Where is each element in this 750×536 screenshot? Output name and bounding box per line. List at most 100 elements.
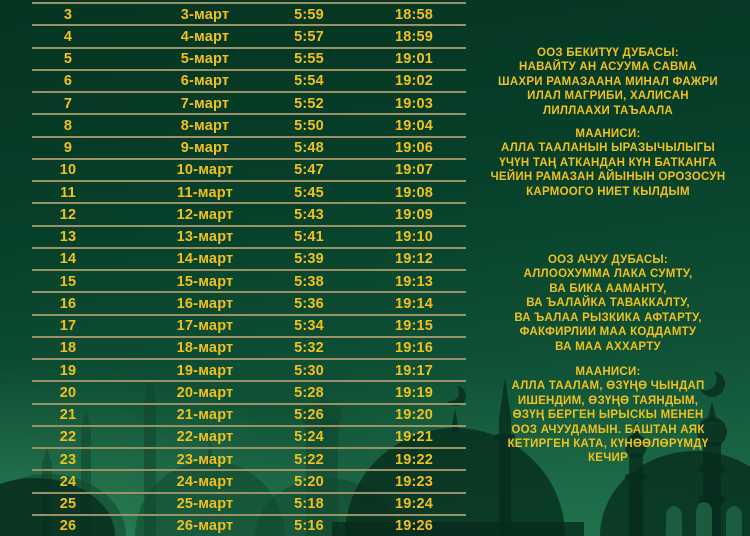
dua-title: ООЗ АЧУУ ДУБАСЫ: xyxy=(547,254,669,267)
date-cell: 25-март xyxy=(176,496,234,513)
suhoor-time-cell: 5:47 xyxy=(294,162,324,179)
date-cell: 7-март xyxy=(180,95,230,112)
day-number-cell: 13 xyxy=(59,229,77,246)
suhoor-time-cell: 5:57 xyxy=(294,28,324,45)
schedule-row: 8 8-март 5:50 19:04 xyxy=(32,113,466,135)
date-cell: 13-март xyxy=(176,229,234,246)
dua-line: ФАКФИРЛИИ МАА КОДДАМТУ xyxy=(519,326,697,339)
day-number-cell: 25 xyxy=(59,496,77,513)
dua-line: ВА БИКА ААМАНТУ, xyxy=(549,282,667,295)
dua-line: АЛЛА ТААЛАМ, ӨЗҮҢӨ ЧЫНДАП xyxy=(511,380,705,393)
schedule-row: 18 18-март 5:32 19:16 xyxy=(32,335,466,358)
day-number-cell: 8 xyxy=(63,117,73,134)
day-number-cell: 14 xyxy=(59,251,77,268)
iftar-time-cell: 19:22 xyxy=(394,451,434,468)
date-cell: 23-март xyxy=(176,451,234,468)
date-cell: 15-март xyxy=(176,273,234,290)
schedule-row: 3 3-март 5:59 18:58 xyxy=(32,2,466,24)
iftar-time-cell: 19:21 xyxy=(394,429,434,446)
dua-line: ВА ЪАЛАА РЫЗКИКА АФТАРТУ, xyxy=(514,311,702,324)
date-cell: 12-март xyxy=(176,206,234,223)
day-number-cell: 10 xyxy=(59,162,77,179)
dua-line: КЕТИРГЕН КАТА, КҮНӨӨЛӨРҮМДҮ xyxy=(507,437,709,450)
suhoor-time-cell: 5:52 xyxy=(294,95,324,112)
dua-line: АЛЛА ТААЛАНЫН ЫРАЗЫЧЫЛЫГЫ xyxy=(501,142,715,155)
suhoor-time-cell: 5:20 xyxy=(294,473,324,490)
suhoor-time-cell: 5:43 xyxy=(294,206,324,223)
suhoor-time-cell: 5:32 xyxy=(294,340,324,357)
schedule-row: 6 6-март 5:54 19:02 xyxy=(32,68,466,91)
date-cell: 21-март xyxy=(176,407,234,424)
dua-line: ООЗ АЧУУДАМЫН. БАШТАН АЯК xyxy=(511,423,705,436)
date-cell: 14-март xyxy=(176,251,234,268)
dua-title: ООЗ БЕКИТҮҮ ДУБАСЫ: xyxy=(537,47,679,59)
fast-closing-dua-section: ООЗ БЕКИТҮҮ ДУБАСЫ: НАВАЙТУ АН АСУУМА САВ… xyxy=(472,46,744,118)
schedule-row: 20 20-март 5:28 19:19 xyxy=(32,380,466,402)
iftar-time-cell: 19:20 xyxy=(394,407,434,424)
date-cell: 10-март xyxy=(176,162,234,179)
schedule-row: 21 21-март 5:26 19:20 xyxy=(32,402,466,425)
iftar-time-cell: 19:07 xyxy=(394,162,434,179)
date-cell: 8-март xyxy=(180,117,230,134)
day-number-cell: 3 xyxy=(63,6,73,23)
date-cell: 20-март xyxy=(176,384,234,401)
suhoor-time-cell: 5:41 xyxy=(294,229,324,246)
day-number-cell: 11 xyxy=(60,184,76,201)
suhoor-time-cell: 5:59 xyxy=(294,6,324,23)
dua-title: МААНИСИ: xyxy=(575,365,641,378)
suhoor-time-cell: 5:54 xyxy=(294,73,324,90)
iftar-time-cell: 19:16 xyxy=(394,340,434,357)
date-cell: 22-март xyxy=(176,429,234,446)
day-number-cell: 7 xyxy=(63,95,73,112)
suhoor-time-cell: 5:16 xyxy=(294,518,324,535)
date-cell: 6-март xyxy=(180,73,230,90)
schedule-row: 13 13-март 5:41 19:10 xyxy=(32,224,466,247)
iftar-time-cell: 18:59 xyxy=(394,28,434,45)
fast-opening-meaning-section: МААНИСИ: АЛЛА ТААЛАМ, ӨЗҮҢӨ ЧЫНДАП ИШЕНДИМ… xyxy=(472,365,744,466)
schedule-row: 17 17-март 5:34 19:15 xyxy=(32,313,466,336)
iftar-time-cell: 19:01 xyxy=(394,51,434,68)
date-cell: 19-март xyxy=(176,362,234,379)
suhoor-time-cell: 5:24 xyxy=(294,429,324,446)
day-number-cell: 23 xyxy=(59,451,77,468)
day-number-cell: 21 xyxy=(59,407,77,424)
suhoor-time-cell: 5:18 xyxy=(294,496,324,513)
dua-line: НАВАЙТУ АН АСУУМА САВМА xyxy=(519,61,697,74)
schedule-row: 23 23-март 5:22 19:22 xyxy=(32,447,466,469)
date-cell: 26-март xyxy=(176,518,234,535)
iftar-time-cell: 19:04 xyxy=(394,117,434,134)
date-cell: 16-март xyxy=(176,295,234,312)
schedule-row: 19 19-март 5:30 19:17 xyxy=(32,358,466,380)
crescent-moon-icon xyxy=(699,371,725,397)
suhoor-time-cell: 5:28 xyxy=(294,384,324,401)
suhoor-time-cell: 5:48 xyxy=(294,140,324,157)
fast-opening-dua-section: ООЗ АЧУУ ДУБАСЫ: АЛЛООХУММА ЛАКА СУМТУ, ВА… xyxy=(472,253,744,354)
fast-closing-meaning-section: МААНИСИ: АЛЛА ТААЛАНЫН ЫРАЗЫЧЫЛЫГЫ ҮЧҮН ТА… xyxy=(472,127,744,199)
schedule-row: 26 26-март 5:16 19:26 xyxy=(32,513,466,536)
day-number-cell: 15 xyxy=(59,273,77,290)
date-cell: 24-март xyxy=(176,473,234,490)
suhoor-time-cell: 5:45 xyxy=(294,184,324,201)
dua-line: ШАХРИ РАМАЗААНА МИНАЛ ФАЖРИ xyxy=(498,75,718,88)
day-number-cell: 6 xyxy=(63,73,73,90)
iftar-time-cell: 19:17 xyxy=(394,362,434,379)
dua-line: ИШЕНДИМ, ӨЗҮҢӨ ТАЯНДЫМ, xyxy=(517,394,699,407)
dua-text-column: ООЗ БЕКИТҮҮ ДУБАСЫ: НАВАЙТУ АН АСУУМА САВ… xyxy=(472,0,744,466)
iftar-time-cell: 19:23 xyxy=(394,473,434,490)
day-number-cell: 4 xyxy=(63,28,73,45)
date-cell: 17-март xyxy=(176,318,234,335)
date-cell: 9-март xyxy=(180,140,230,157)
dua-line: АЛЛООХУММА ЛАКА СУМТУ, xyxy=(523,268,693,281)
day-number-cell: 17 xyxy=(59,318,77,335)
iftar-time-cell: 19:03 xyxy=(394,95,434,112)
dua-line: ҮЧҮН ТАҢ АТКАНДАН КҮН БАТКАНГА xyxy=(499,156,717,169)
suhoor-time-cell: 5:38 xyxy=(294,273,324,290)
iftar-time-cell: 19:08 xyxy=(394,184,434,201)
iftar-time-cell: 19:19 xyxy=(394,384,434,401)
iftar-time-cell: 19:06 xyxy=(394,140,434,157)
suhoor-time-cell: 5:30 xyxy=(294,362,324,379)
date-cell: 4-март xyxy=(180,28,230,45)
schedule-row: 5 5-март 5:55 19:01 xyxy=(32,46,466,69)
suhoor-time-cell: 5:34 xyxy=(294,318,324,335)
